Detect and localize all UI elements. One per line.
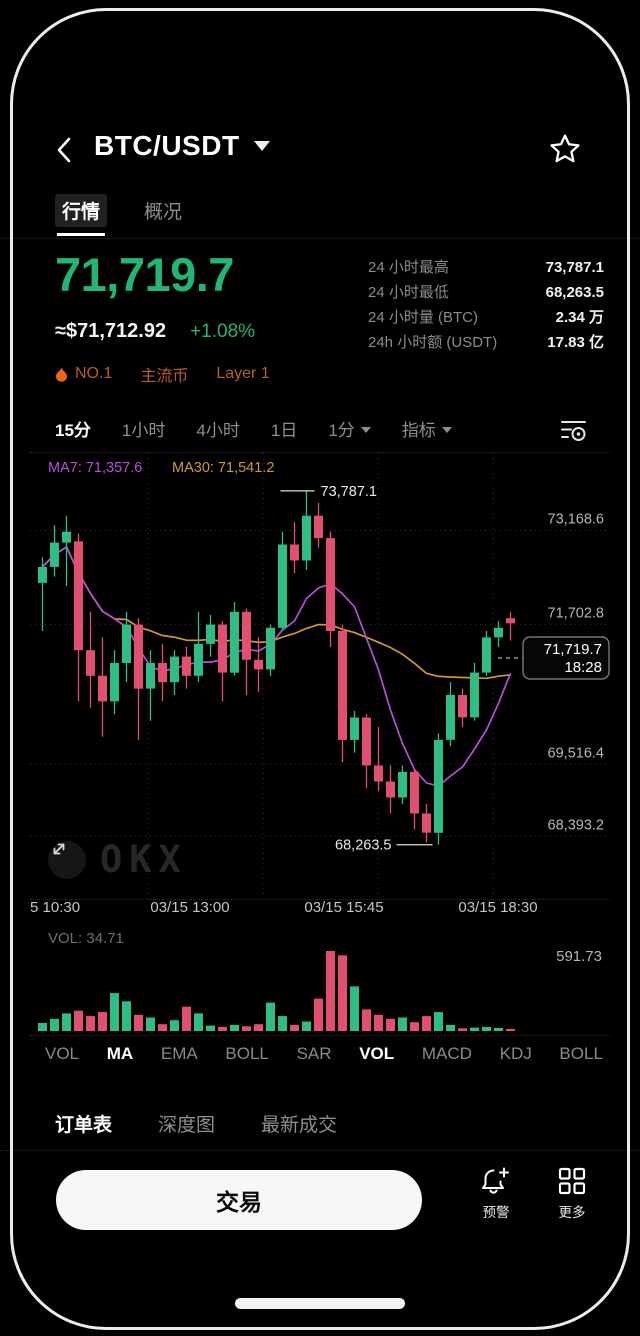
okx-logo: OKX — [100, 838, 188, 881]
price-alert-button[interactable]: 预警 — [464, 1166, 528, 1221]
volume-chart[interactable] — [30, 925, 610, 1035]
chart-watermark: OKX — [48, 838, 188, 881]
order-tabs: 订单表 深度图 最新成交 — [55, 1110, 337, 1137]
tab-行情[interactable]: 行情 — [55, 194, 108, 236]
stat-value: 2.34 万 — [555, 309, 604, 326]
interval-指标[interactable]: 指标 — [402, 416, 452, 441]
alert-label: 预警 — [482, 1205, 510, 1220]
indicator-macd-6[interactable]: MACD — [421, 1044, 472, 1063]
time-axis: 5 10:30 03/15 13:00 03/15 15:45 03/15 18:30 — [30, 899, 610, 923]
svg-text:68,263.5: 68,263.5 — [335, 838, 391, 854]
stat-value: 73,787.1 — [545, 259, 604, 276]
more-button[interactable]: 更多 — [540, 1166, 604, 1221]
tag-label: Layer 1 — [216, 365, 270, 382]
stat-row: 24 小时最高 73,787.1 — [368, 256, 604, 281]
interval-4小时[interactable]: 4小时 — [196, 421, 240, 440]
svg-text:71,702.8: 71,702.8 — [548, 605, 604, 621]
svg-text:18:28: 18:28 — [564, 659, 602, 676]
indicator-sar-4[interactable]: SAR — [296, 1044, 332, 1063]
svg-text:71,719.7: 71,719.7 — [544, 641, 602, 658]
back-button[interactable] — [50, 134, 80, 166]
stat-value: 17.83 亿 — [547, 334, 604, 351]
indicator-boll-3[interactable]: BOLL — [225, 1044, 269, 1063]
chart-settings-button[interactable] — [560, 417, 588, 443]
svg-text:73,787.1: 73,787.1 — [321, 484, 377, 500]
interval-1分[interactable]: 1分 — [328, 416, 371, 441]
indicator-ma-1[interactable]: MA — [106, 1044, 134, 1063]
interval-1日[interactable]: 1日 — [270, 421, 298, 440]
interval-1小时[interactable]: 1小时 — [121, 421, 166, 440]
more-label: 更多 — [558, 1205, 586, 1220]
stat-label: 24h 小时额 (USDT) — [368, 334, 498, 351]
chevron-down-icon — [253, 141, 270, 151]
tag-主流币[interactable]: 主流币 — [140, 362, 188, 386]
svg-text:69,516.4: 69,516.4 — [548, 745, 604, 761]
stat-label: 24 小时最低 — [368, 284, 449, 301]
order-tab-深度图[interactable]: 深度图 — [158, 1115, 216, 1136]
indicator-kdj-7[interactable]: KDJ — [499, 1044, 532, 1063]
divider — [0, 238, 640, 239]
stat-row: 24 小时量 (BTC) 2.34 万 — [368, 306, 604, 331]
indicator-boll-8[interactable]: BOLL — [559, 1044, 603, 1063]
stat-row: 24 小时最低 68,263.5 — [368, 281, 604, 306]
grid-more-icon — [558, 1167, 586, 1195]
stat-label: 24 小时最高 — [368, 259, 449, 276]
svg-text:MA30: 71,541.2: MA30: 71,541.2 — [172, 460, 274, 476]
candlestick-chart[interactable]: 73,168.6 71,702.8 69,516.4 68,393.2 MA7: 71,… — [30, 453, 610, 899]
indicator-vol-0[interactable]: VOL — [45, 1044, 80, 1063]
indicator-tabs: VOL MA EMA BOLL SAR VOL MACD KDJ BOLL — [45, 1044, 603, 1064]
candlestick-chart-panel[interactable]: OKX 73,168.6 71,702.8 69,516.4 68,393.2 MA7:… — [30, 452, 610, 900]
chart-settings-icon — [561, 421, 586, 441]
chevron-down-icon — [360, 426, 371, 433]
expand-chart-button[interactable] — [48, 840, 86, 879]
home-indicator[interactable] — [235, 1298, 405, 1309]
back-chevron-icon — [57, 137, 71, 163]
svg-text:MA7: 71,357.6: MA7: 71,357.6 — [48, 460, 142, 476]
svg-text:68,393.2: 68,393.2 — [548, 817, 604, 833]
volume-panel[interactable] — [30, 925, 610, 1036]
stat-label: 24 小时量 (BTC) — [368, 309, 479, 326]
interval-15分[interactable]: 15分 — [55, 421, 91, 440]
volume-indicator-label: VOL: 34.71 — [48, 930, 124, 947]
page-tabs: 行情 概况 — [55, 194, 189, 236]
time-label: 03/15 18:30 — [458, 899, 538, 916]
tag-Layer 1[interactable]: Layer 1 — [216, 365, 269, 383]
last-price: 71,719.7 — [55, 248, 234, 301]
tag-list: NO.1 主流币 Layer 1 — [55, 362, 270, 386]
flame-icon — [55, 366, 68, 382]
fiat-row: ≈$71,712.92 +1.08% — [55, 320, 255, 343]
page-title: BTC/USDT — [94, 130, 240, 161]
tab-概况[interactable]: 概况 — [144, 202, 183, 223]
stat-row: 24h 小时额 (USDT) 17.83 亿 — [368, 331, 604, 356]
fiat-price: ≈$71,712.92 — [55, 320, 167, 342]
change-percent: +1.08% — [190, 321, 256, 342]
tag-label: NO.1 — [75, 365, 113, 382]
favorite-button[interactable] — [548, 132, 582, 166]
tag-NO.1[interactable]: NO.1 — [55, 365, 112, 383]
stat-value: 68,263.5 — [545, 284, 604, 301]
tag-label: 主流币 — [140, 368, 189, 385]
order-tab-订单表[interactable]: 订单表 — [55, 1115, 113, 1136]
pair-selector[interactable]: BTC/USDT — [94, 130, 270, 162]
expand-icon — [53, 843, 65, 855]
time-label: 03/15 15:45 — [304, 899, 384, 916]
chevron-down-icon — [441, 426, 452, 433]
indicator-ema-2[interactable]: EMA — [160, 1044, 198, 1063]
interval-tabs: 15分 1小时 4小时 1日 1分 指标 — [55, 416, 452, 441]
trade-button[interactable]: 交易 — [56, 1170, 422, 1230]
order-tab-最新成交[interactable]: 最新成交 — [261, 1115, 338, 1136]
divider — [0, 1150, 640, 1151]
volume-axis-max: 591.73 — [556, 948, 602, 965]
star-icon — [550, 134, 580, 163]
svg-text:73,168.6: 73,168.6 — [548, 512, 604, 528]
time-label: 03/15 13:00 — [150, 899, 230, 916]
time-label: 5 10:30 — [30, 899, 81, 916]
bell-plus-icon — [482, 1167, 509, 1194]
stats-panel: 24 小时最高 73,787.1 24 小时最低 68,263.5 24 小时量 (BT… — [368, 256, 604, 356]
indicator-vol-5[interactable]: VOL — [359, 1044, 395, 1063]
